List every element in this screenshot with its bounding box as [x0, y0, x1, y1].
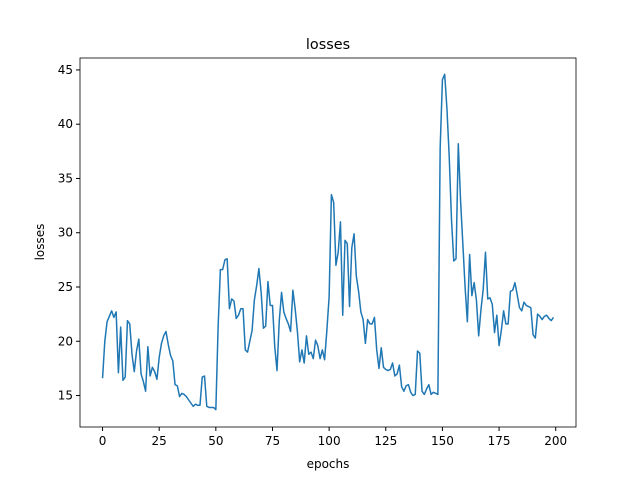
line-series	[101, 73, 555, 411]
y-tick-label: 30	[58, 226, 73, 240]
y-tick-label: 20	[58, 334, 73, 348]
y-tick-label: 15	[58, 389, 73, 403]
y-axis-label: losses	[33, 224, 47, 261]
x-tick-label: 175	[488, 434, 511, 448]
x-tick-label: 0	[99, 434, 107, 448]
x-tick-label: 150	[431, 434, 454, 448]
y-tick-label: 35	[58, 171, 73, 185]
y-tick-label: 40	[58, 117, 73, 131]
y-tick-label: 45	[58, 63, 73, 77]
y-tick-label: 25	[58, 280, 73, 294]
chart-title: losses	[306, 37, 350, 53]
x-tick-label: 125	[374, 434, 397, 448]
x-tick-label: 100	[318, 434, 341, 448]
x-tick-label: 200	[544, 434, 567, 448]
x-tick-label: 75	[265, 434, 280, 448]
x-tick-label: 50	[208, 434, 223, 448]
x-tick-label: 25	[152, 434, 167, 448]
x-axis-label: epochs	[307, 457, 350, 471]
plot-frame	[79, 57, 577, 428]
